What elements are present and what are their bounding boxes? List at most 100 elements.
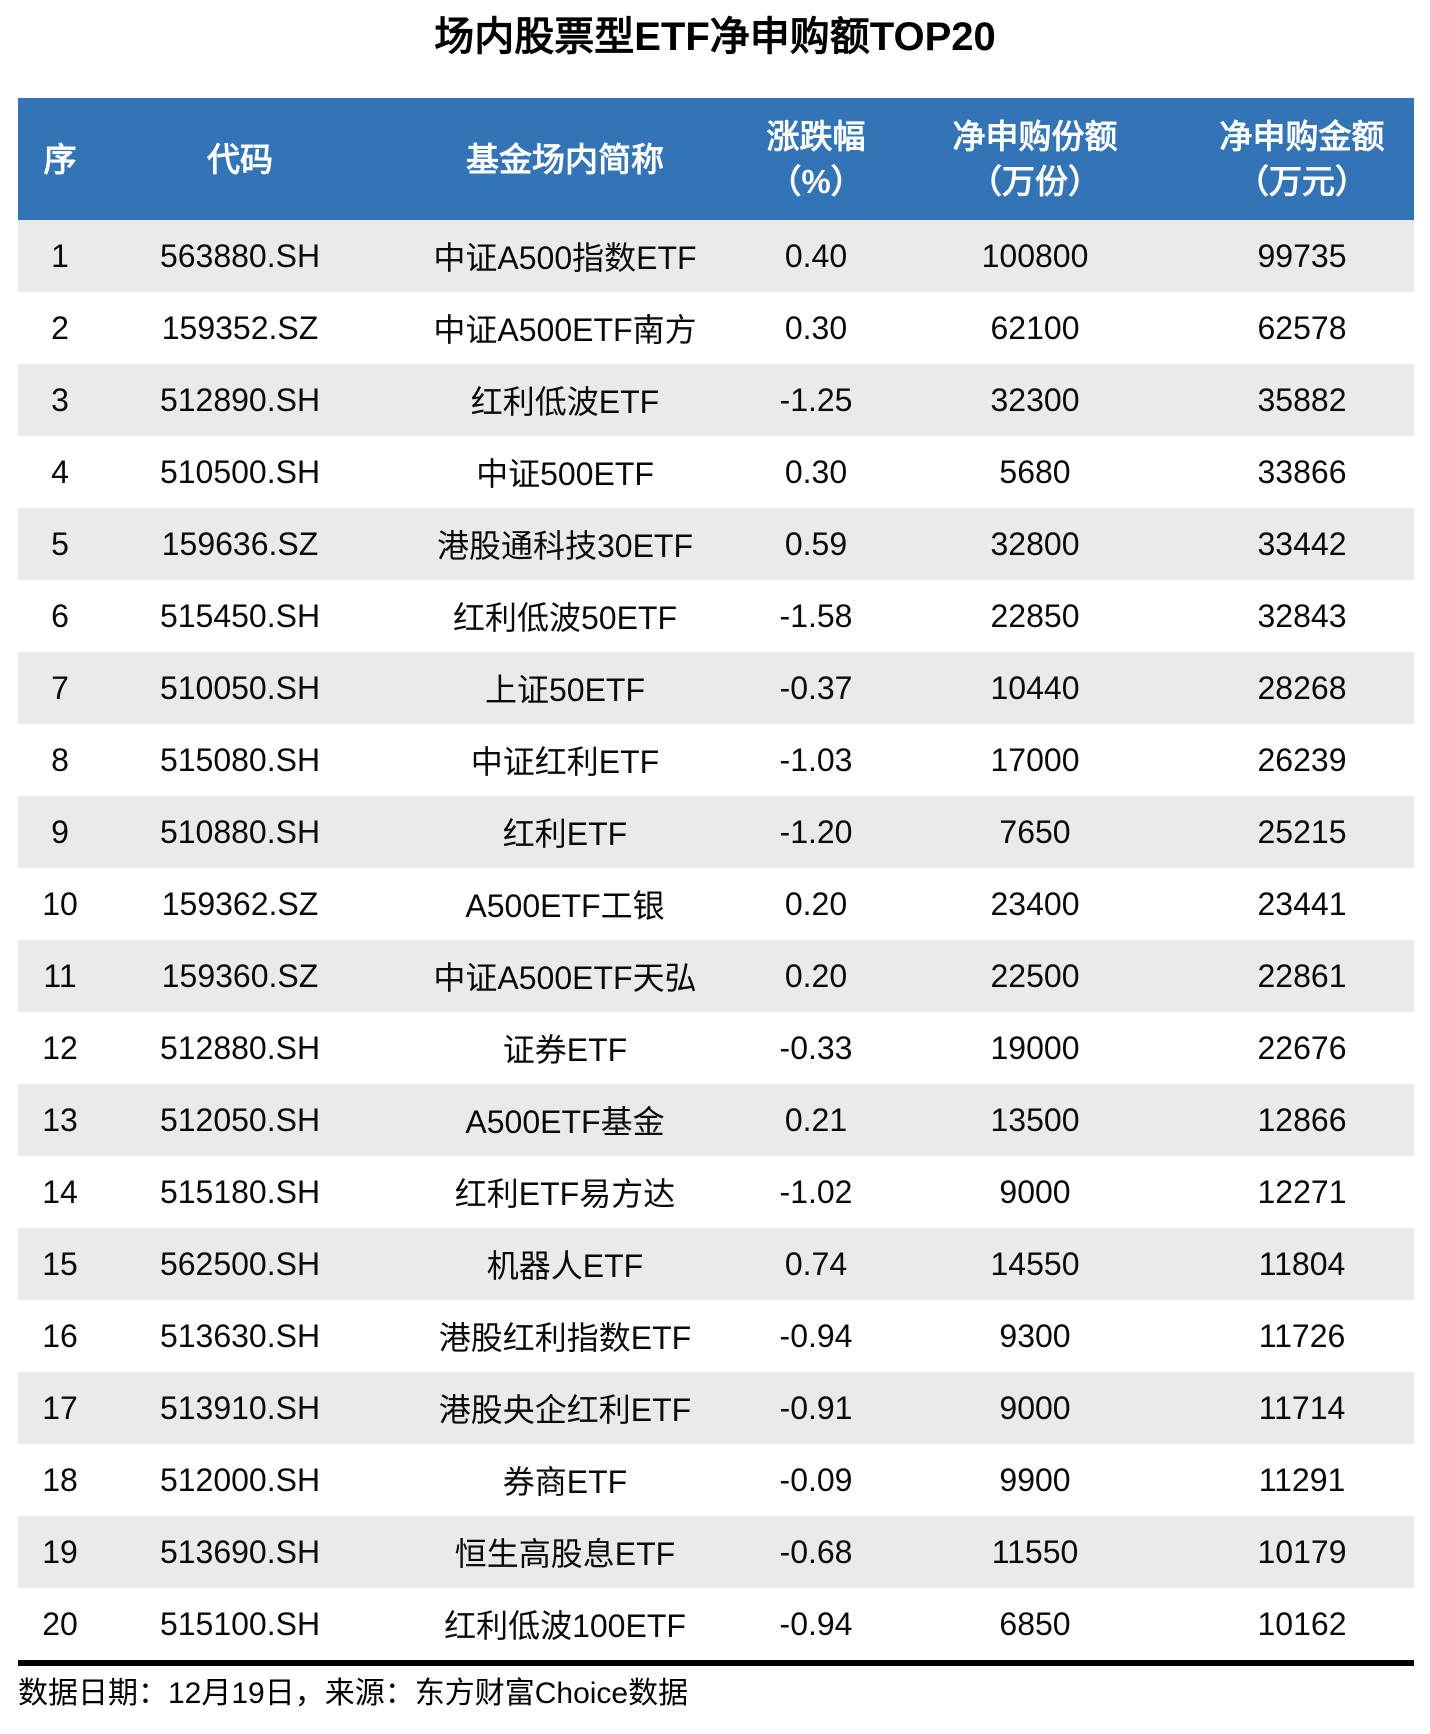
cell-code: 513690.SH bbox=[102, 1516, 378, 1588]
col-header-change-label: 涨跌幅 bbox=[766, 118, 866, 155]
cell-code: 513630.SH bbox=[102, 1300, 378, 1372]
cell-net-subscription-amount: 35882 bbox=[1190, 364, 1414, 436]
cell-net-subscription-amount: 11804 bbox=[1190, 1228, 1414, 1300]
cell-fund-name: 红利低波ETF bbox=[378, 364, 752, 436]
cell-net-subscription-amount: 22676 bbox=[1190, 1012, 1414, 1084]
cell-net-subscription-shares: 14550 bbox=[880, 1228, 1190, 1300]
cell-rank: 16 bbox=[18, 1300, 102, 1372]
col-header-code-label: 代码 bbox=[207, 140, 273, 178]
cell-rank: 20 bbox=[18, 1588, 102, 1660]
cell-change-pct: 0.40 bbox=[752, 220, 880, 292]
cell-net-subscription-amount: 33866 bbox=[1190, 436, 1414, 508]
table-row: 1 563880.SH 中证A500指数ETF 0.40 100800 9973… bbox=[18, 220, 1414, 292]
table-row: 14 515180.SH 红利ETF易方达 -1.02 9000 12271 bbox=[18, 1156, 1414, 1228]
table-row: 15 562500.SH 机器人ETF 0.74 14550 11804 bbox=[18, 1228, 1414, 1300]
page: { "colors": { "header_bg": "#3274B5", "r… bbox=[0, 14, 1430, 1734]
col-header-change-unit: （%） bbox=[768, 163, 864, 200]
cell-change-pct: -0.09 bbox=[752, 1444, 880, 1516]
cell-change-pct: -0.37 bbox=[752, 652, 880, 724]
cell-change-pct: 0.30 bbox=[752, 292, 880, 364]
col-header-rank-label: 序 bbox=[43, 140, 77, 178]
cell-rank: 13 bbox=[18, 1084, 102, 1156]
table-row: 16 513630.SH 港股红利指数ETF -0.94 9300 11726 bbox=[18, 1300, 1414, 1372]
col-header-name-label: 基金场内简称 bbox=[466, 140, 664, 178]
col-header-amount-label: 净申购金额 bbox=[1219, 118, 1385, 155]
table-row: 20 515100.SH 红利低波100ETF -0.94 6850 10162 bbox=[18, 1588, 1414, 1660]
cell-rank: 18 bbox=[18, 1444, 102, 1516]
cell-net-subscription-amount: 25215 bbox=[1190, 796, 1414, 868]
cell-fund-name: 恒生高股息ETF bbox=[378, 1516, 752, 1588]
cell-change-pct: -1.58 bbox=[752, 580, 880, 652]
cell-fund-name: 中证500ETF bbox=[378, 436, 752, 508]
cell-change-pct: 0.30 bbox=[752, 436, 880, 508]
cell-net-subscription-shares: 62100 bbox=[880, 292, 1190, 364]
cell-rank: 15 bbox=[18, 1228, 102, 1300]
cell-rank: 14 bbox=[18, 1156, 102, 1228]
cell-net-subscription-amount: 26239 bbox=[1190, 724, 1414, 796]
cell-net-subscription-shares: 100800 bbox=[880, 220, 1190, 292]
cell-net-subscription-shares: 11550 bbox=[880, 1516, 1190, 1588]
cell-net-subscription-shares: 19000 bbox=[880, 1012, 1190, 1084]
cell-net-subscription-amount: 32843 bbox=[1190, 580, 1414, 652]
cell-net-subscription-shares: 7650 bbox=[880, 796, 1190, 868]
cell-code: 510050.SH bbox=[102, 652, 378, 724]
table-body: 1 563880.SH 中证A500指数ETF 0.40 100800 9973… bbox=[18, 220, 1414, 1660]
table-row: 9 510880.SH 红利ETF -1.20 7650 25215 bbox=[18, 796, 1414, 868]
cell-fund-name: A500ETF工银 bbox=[378, 868, 752, 940]
cell-code: 159360.SZ bbox=[102, 940, 378, 1012]
cell-net-subscription-shares: 9000 bbox=[880, 1156, 1190, 1228]
table-row: 3 512890.SH 红利低波ETF -1.25 32300 35882 bbox=[18, 364, 1414, 436]
cell-fund-name: A500ETF基金 bbox=[378, 1084, 752, 1156]
cell-net-subscription-amount: 99735 bbox=[1190, 220, 1414, 292]
table-row: 7 510050.SH 上证50ETF -0.37 10440 28268 bbox=[18, 652, 1414, 724]
cell-rank: 12 bbox=[18, 1012, 102, 1084]
cell-rank: 17 bbox=[18, 1372, 102, 1444]
cell-net-subscription-amount: 11291 bbox=[1190, 1444, 1414, 1516]
cell-change-pct: -1.25 bbox=[752, 364, 880, 436]
cell-change-pct: -0.33 bbox=[752, 1012, 880, 1084]
cell-change-pct: -0.68 bbox=[752, 1516, 880, 1588]
cell-net-subscription-shares: 9900 bbox=[880, 1444, 1190, 1516]
cell-net-subscription-shares: 32800 bbox=[880, 508, 1190, 580]
cell-fund-name: 证券ETF bbox=[378, 1012, 752, 1084]
col-header-shares-unit: （万份） bbox=[969, 163, 1101, 200]
cell-code: 515080.SH bbox=[102, 724, 378, 796]
footer-divider bbox=[18, 1660, 1414, 1666]
table-header: 序 代码 基金场内简称 涨跌幅 （%） 净申购份额 （万份） 净申购金额 （万元… bbox=[18, 98, 1414, 220]
cell-code: 512880.SH bbox=[102, 1012, 378, 1084]
table-row: 17 513910.SH 港股央企红利ETF -0.91 9000 11714 bbox=[18, 1372, 1414, 1444]
table-row: 12 512880.SH 证券ETF -0.33 19000 22676 bbox=[18, 1012, 1414, 1084]
cell-fund-name: 上证50ETF bbox=[378, 652, 752, 724]
cell-change-pct: 0.20 bbox=[752, 868, 880, 940]
cell-rank: 3 bbox=[18, 364, 102, 436]
cell-change-pct: -0.91 bbox=[752, 1372, 880, 1444]
cell-code: 159636.SZ bbox=[102, 508, 378, 580]
cell-code: 515180.SH bbox=[102, 1156, 378, 1228]
cell-code: 512000.SH bbox=[102, 1444, 378, 1516]
cell-fund-name: 券商ETF bbox=[378, 1444, 752, 1516]
etf-top20-table: 序 代码 基金场内简称 涨跌幅 （%） 净申购份额 （万份） 净申购金额 （万元… bbox=[18, 98, 1414, 1660]
cell-net-subscription-shares: 13500 bbox=[880, 1084, 1190, 1156]
header-row: 序 代码 基金场内简称 涨跌幅 （%） 净申购份额 （万份） 净申购金额 （万元… bbox=[18, 98, 1414, 220]
cell-change-pct: 0.20 bbox=[752, 940, 880, 1012]
cell-code: 515450.SH bbox=[102, 580, 378, 652]
col-header-amount-unit: （万元） bbox=[1236, 163, 1368, 200]
cell-code: 512890.SH bbox=[102, 364, 378, 436]
cell-fund-name: 红利低波50ETF bbox=[378, 580, 752, 652]
cell-rank: 7 bbox=[18, 652, 102, 724]
cell-net-subscription-shares: 5680 bbox=[880, 436, 1190, 508]
cell-code: 159362.SZ bbox=[102, 868, 378, 940]
cell-fund-name: 红利ETF bbox=[378, 796, 752, 868]
cell-fund-name: 港股红利指数ETF bbox=[378, 1300, 752, 1372]
cell-code: 510500.SH bbox=[102, 436, 378, 508]
cell-rank: 6 bbox=[18, 580, 102, 652]
cell-fund-name: 港股央企红利ETF bbox=[378, 1372, 752, 1444]
cell-net-subscription-amount: 11714 bbox=[1190, 1372, 1414, 1444]
cell-net-subscription-shares: 9300 bbox=[880, 1300, 1190, 1372]
cell-change-pct: 0.21 bbox=[752, 1084, 880, 1156]
cell-fund-name: 中证A500ETF南方 bbox=[378, 292, 752, 364]
cell-code: 510880.SH bbox=[102, 796, 378, 868]
table-row: 11 159360.SZ 中证A500ETF天弘 0.20 22500 2286… bbox=[18, 940, 1414, 1012]
cell-net-subscription-shares: 23400 bbox=[880, 868, 1190, 940]
cell-net-subscription-shares: 10440 bbox=[880, 652, 1190, 724]
